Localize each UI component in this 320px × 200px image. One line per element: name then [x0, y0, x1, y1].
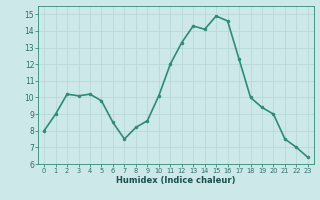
X-axis label: Humidex (Indice chaleur): Humidex (Indice chaleur): [116, 176, 236, 185]
